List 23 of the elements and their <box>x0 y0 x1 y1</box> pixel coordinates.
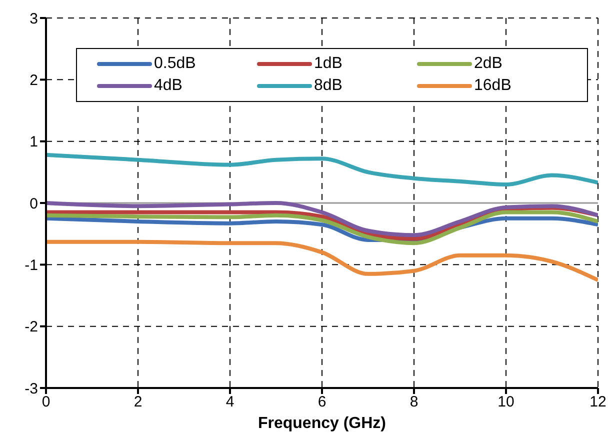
y-tick-label: -2 <box>24 318 38 336</box>
line-series <box>46 152 598 186</box>
y-tick-label: 3 <box>30 10 38 28</box>
legend-label: 16dB <box>473 77 512 95</box>
y-tick-label: -3 <box>24 380 38 398</box>
legend-label: 4dB <box>153 77 184 95</box>
x-tick-label: 10 <box>498 394 514 411</box>
y-tick-label: 0 <box>30 195 38 212</box>
x-tick-label: 0 <box>42 394 50 411</box>
x-tick-label: 12 <box>590 394 606 411</box>
line-series <box>46 240 598 282</box>
y-tick-label: 2 <box>30 72 38 89</box>
legend-label: 0.5dB <box>153 55 197 73</box>
y-tick-label: -1 <box>24 256 38 274</box>
x-tick-label: 4 <box>226 394 234 411</box>
x-tick-label: 6 <box>318 394 326 411</box>
x-axis-title: Frequency (GHz) <box>258 415 386 432</box>
legend-label: 8dB <box>313 77 344 95</box>
legend-label: 2dB <box>473 55 504 73</box>
x-tick-label: 8 <box>410 394 418 411</box>
legend-label: 1dB <box>313 55 344 73</box>
x-tick-label: 2 <box>134 394 142 411</box>
y-tick-label: 1 <box>30 134 38 151</box>
